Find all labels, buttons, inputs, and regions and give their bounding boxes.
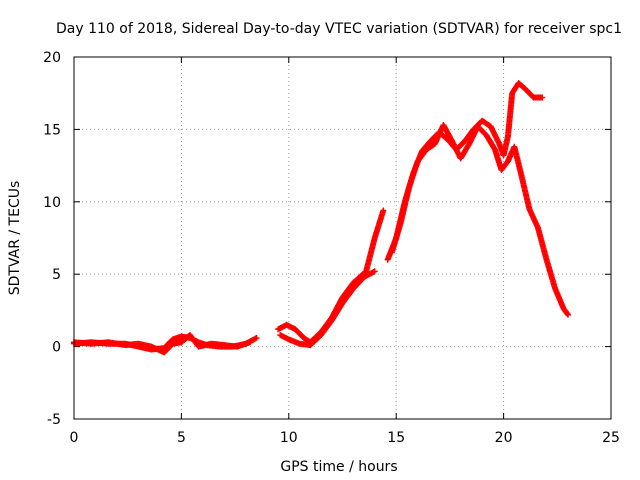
data-point [253, 334, 260, 341]
plot-frame [73, 56, 612, 420]
data-point [247, 339, 254, 346]
x-axis-label: GPS time / hours [280, 459, 397, 475]
x-tick-label: 25 [602, 430, 620, 446]
x-tick-label: 10 [280, 430, 298, 446]
y-tick-label: 5 [52, 267, 61, 283]
y-tick-label: -5 [47, 412, 61, 428]
data-point [565, 311, 572, 318]
data-point [564, 310, 571, 317]
data-point [371, 268, 378, 275]
x-tick-label: 5 [177, 430, 186, 446]
x-tick-label: 0 [70, 430, 79, 446]
axis-ticks: 0 5 10 15 20 25 -5 0 5 10 15 20 [43, 50, 620, 446]
chart-title: Day 110 of 2018, Sidereal Day-to-day VTE… [56, 21, 622, 37]
grid-lines [74, 57, 611, 419]
y-axis-label: SDTVAR / TECUs [7, 181, 23, 296]
y-tick-label: 20 [43, 50, 61, 66]
data-point [380, 207, 387, 214]
data-point [539, 94, 546, 101]
x-tick-label: 20 [495, 430, 513, 446]
data-series [71, 80, 572, 356]
y-tick-label: 15 [43, 122, 61, 138]
y-tick-label: 0 [52, 340, 61, 356]
y-tick-label: 10 [43, 195, 61, 211]
x-tick-label: 15 [387, 430, 405, 446]
